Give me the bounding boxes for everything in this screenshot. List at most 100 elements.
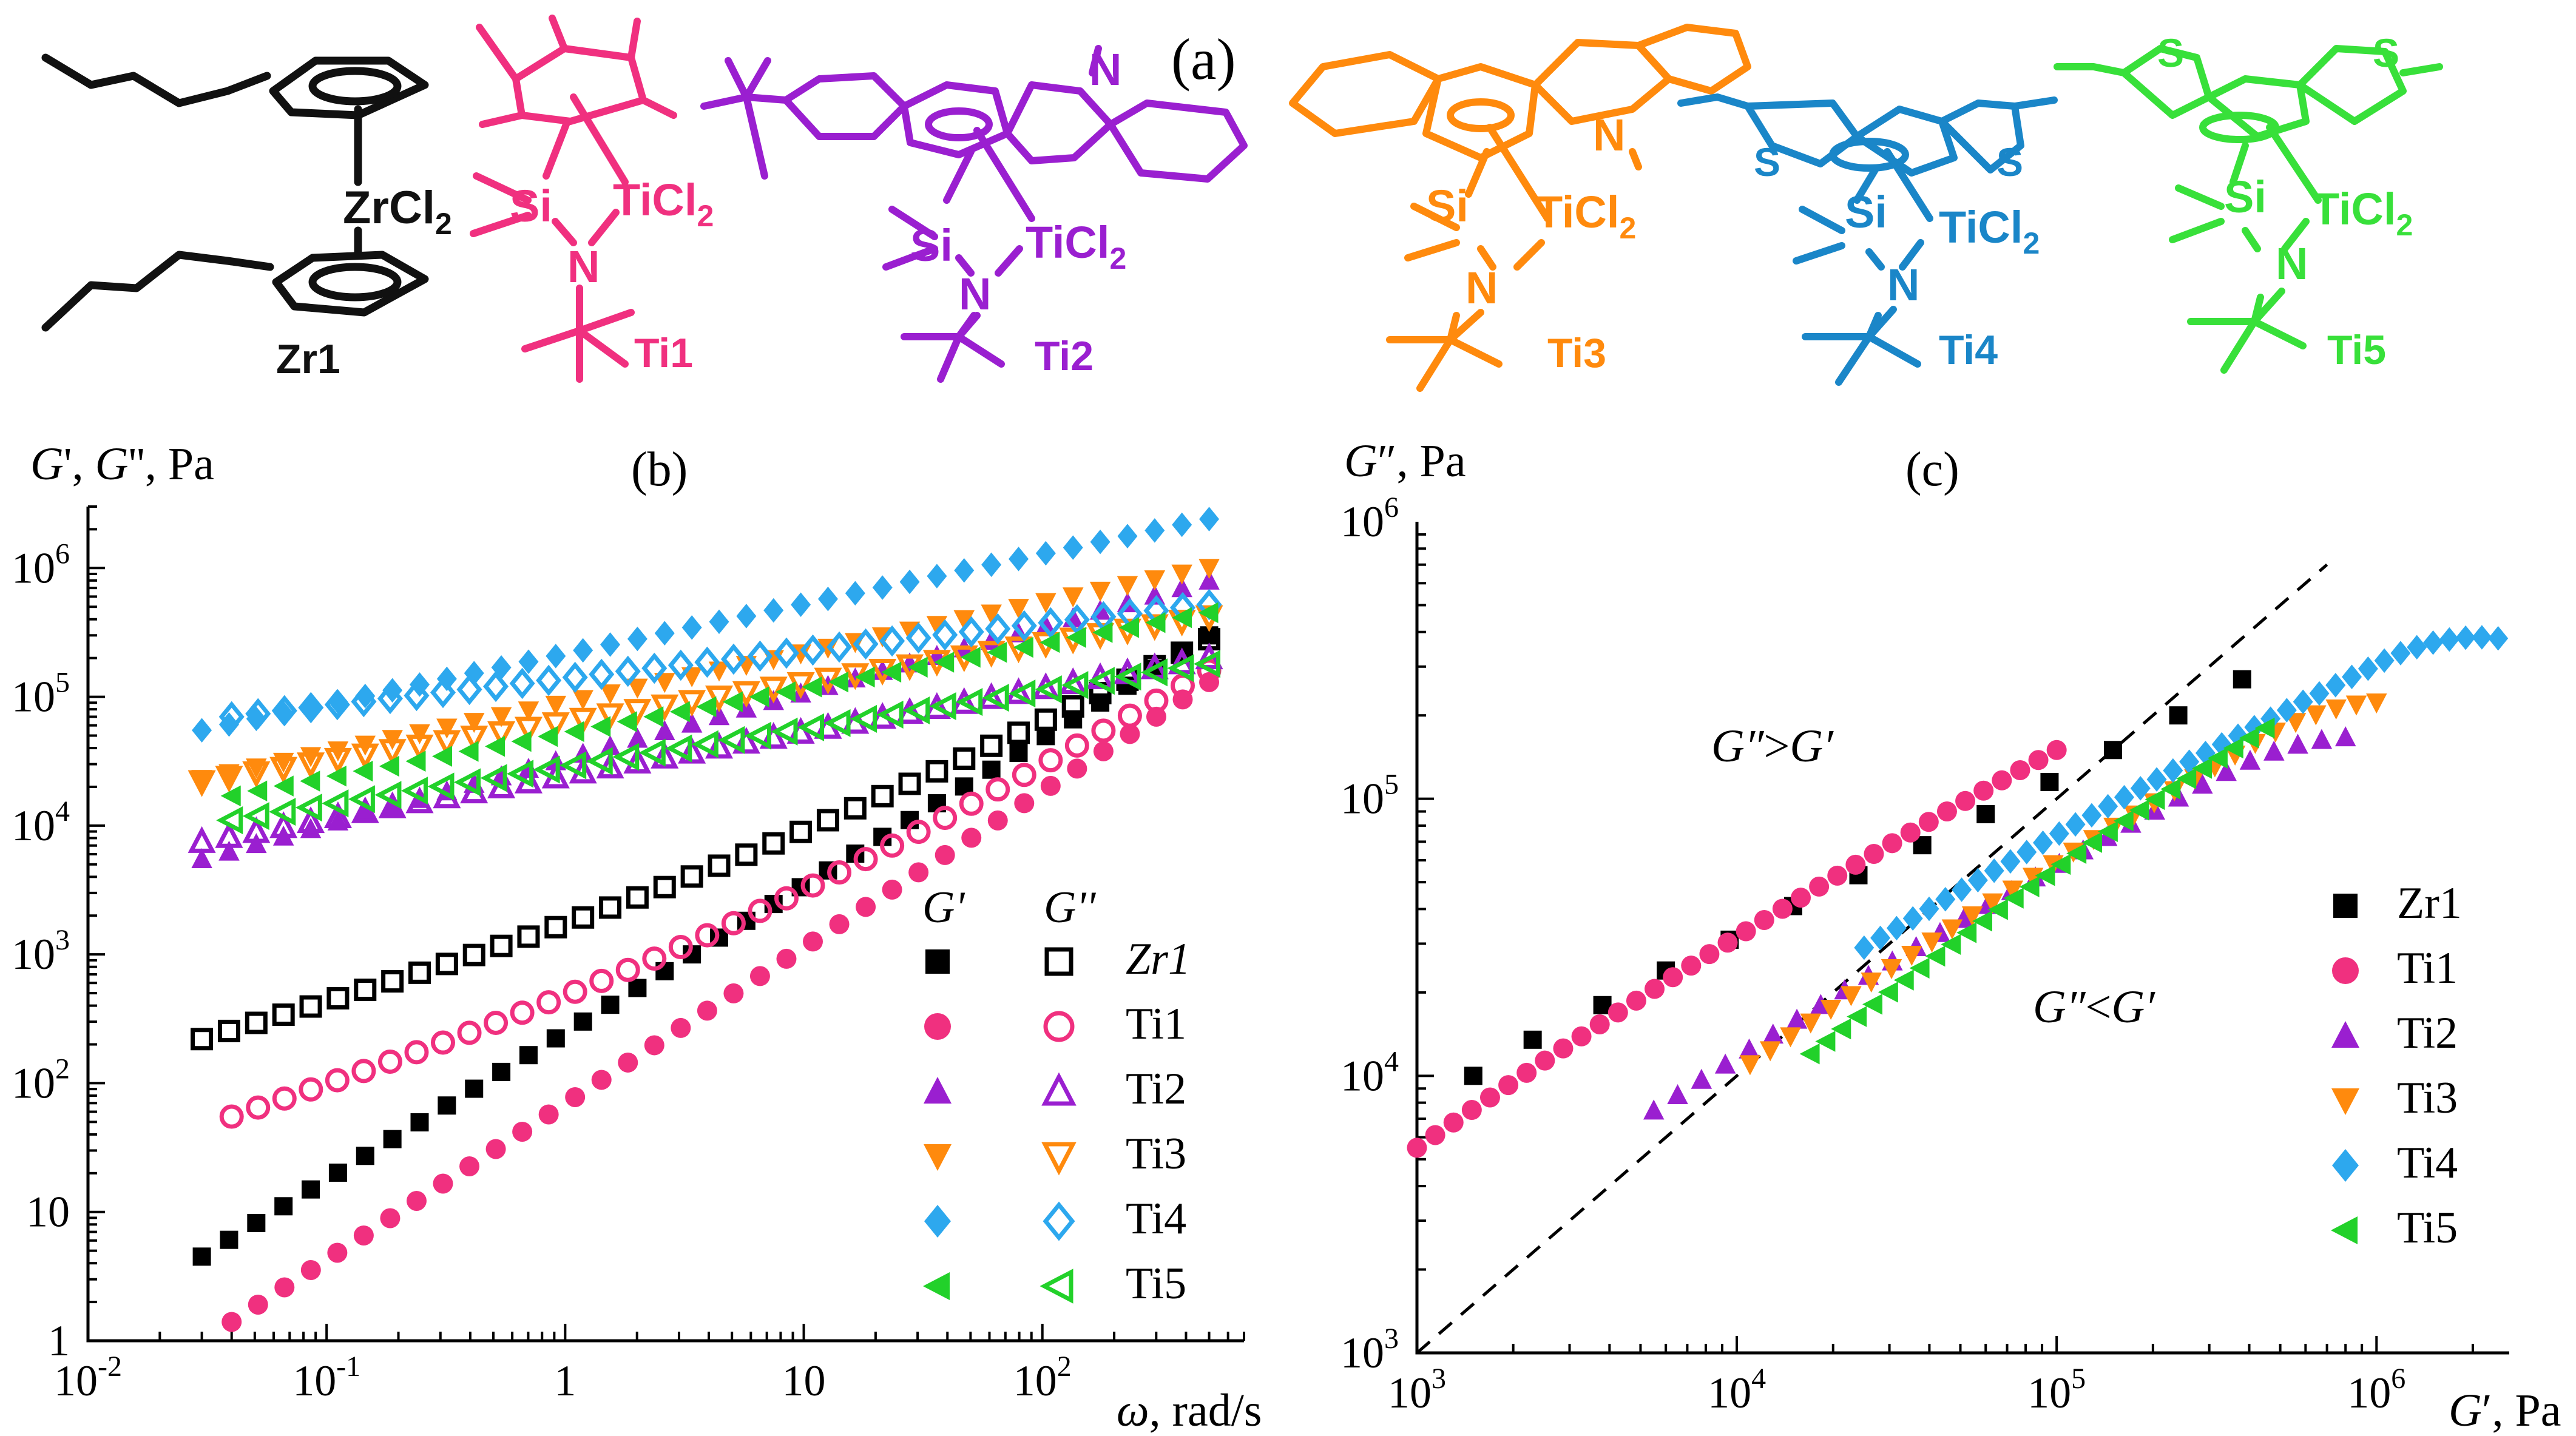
ti4-metal-label: TiCl2 [1939,202,2040,260]
legend-c-marker-ti1 [2332,957,2359,984]
ti5-s-left-label: S [2157,30,2184,75]
point-ti4-gp [845,581,865,606]
legend-b-marker-ti5-gpp [1040,1269,1073,1304]
point-ti1-gp [723,983,744,1003]
point-ti1-gpp [246,1095,271,1120]
point-ti1-gpp [1117,703,1142,728]
y-tick-label: 103 [1340,1323,1399,1377]
point-ti1-gpp [748,898,772,923]
point-ti4 [2049,821,2069,846]
point-zr1-gp [982,760,1001,779]
point-ti3-gp [600,684,621,705]
point-zr1 [1464,1067,1482,1085]
point-ti3-gp [409,724,430,744]
point-zr1-gp [247,1213,266,1232]
point-ti2-gpp [215,821,243,848]
point-ti5-gp [1118,617,1139,638]
point-ti2-gpp [351,796,379,823]
point-ti5-gpp [295,794,322,822]
chart-b-ylabel: G', G'', Pa [30,439,214,490]
point-ti4-gpp [404,679,430,712]
point-ti3-gpp [596,703,624,730]
x-tick-label: 10-1 [292,1350,360,1405]
point-zr1-gp [546,1029,565,1048]
point-zr1-gp [465,1079,484,1098]
point-ti5 [2145,789,2165,811]
point-zr1-gpp [572,906,595,929]
point-ti4 [2455,625,2476,650]
legend-b-marker-ti1-gp [924,1013,951,1040]
point-ti5-gpp [427,772,455,801]
point-ti5 [2019,876,2040,898]
legend-c-marker-ti4 [2332,1149,2359,1182]
point-ti2-gpp [269,811,298,838]
point-ti5-gp [987,641,1007,663]
point-zr1-gp [628,979,647,997]
point-ti3 [1961,906,1983,927]
point-ti2 [1667,1084,1688,1104]
point-ti5-gpp [982,684,1009,712]
legend-b-marker-ti2-gpp [1041,1072,1077,1106]
point-ti3 [1921,932,1942,953]
point-ti1 [1827,865,1848,886]
point-ti5-gpp [533,755,560,784]
legend-b-marker-zr1-gpp [1044,947,1073,976]
point-ti1-gpp [484,1010,509,1035]
point-ti3 [2002,880,2024,901]
point-ti5-gpp [480,764,507,792]
y-tick-label: 103 [12,924,70,979]
panel-b-chart: (b) G', G'', Pa ω, rad/s 10-2 10-1 1 10 1021… [12,439,1262,1436]
point-ti3-gpp [242,761,271,789]
point-ti3 [1800,1013,1822,1034]
point-ti3-gpp [487,721,516,748]
point-ti5-gp [1172,607,1192,629]
point-ti3-gpp [405,734,434,761]
point-ti1-gpp [880,833,905,858]
point-ti5-gpp [1035,675,1062,704]
point-ti4 [2309,681,2330,706]
point-ti2-gpp [188,826,216,853]
point-ti4 [2276,698,2297,723]
legend-b-label-ti4: Ti4 [1126,1194,1186,1244]
point-ti3-gpp [651,694,679,721]
point-ti1 [1571,1026,1592,1047]
point-ti3-gp [1035,593,1056,613]
point-ti1-gpp [351,1059,376,1084]
ti2-n-label: N [959,269,991,319]
x-tick-label: 103 [1388,1363,1446,1417]
chart-b-xlabel: ω, rad/s [1117,1385,1262,1436]
point-ti5 [1799,1043,1820,1065]
point-ti5 [2003,888,2024,909]
point-zr1-gpp [435,952,458,976]
point-ti1-gp [671,1017,691,1038]
point-zr1-gpp [1034,708,1057,731]
point-ti1-gpp [827,860,852,885]
point-ti5-gpp [718,726,745,754]
ti5-name-label: Ti5 [2327,327,2386,373]
point-ti5 [1941,934,1961,955]
point-ti1 [1443,1112,1464,1133]
point-zr1-gp [410,1113,429,1131]
point-ti3-gpp [514,716,543,744]
point-ti5 [2129,800,2149,821]
point-ti1 [1681,956,1702,976]
chart-c-points [1407,563,2509,1354]
point-ti3 [1941,919,1963,940]
point-ti1 [2028,750,2049,770]
zr1-metal-label: ZrCl2 [343,182,452,241]
legend-c-label-ti5: Ti5 [2397,1203,2458,1253]
point-ti4-gpp [932,619,958,651]
legend-c-label-ti3: Ti3 [2397,1073,2458,1123]
point-ti4-gpp [245,698,271,730]
point-ti1-gpp [457,1020,482,1045]
point-ti4-gp [791,592,811,617]
point-ti1 [1479,1087,1500,1108]
point-ti3-gp [1198,559,1220,579]
point-ti5 [2207,747,2228,769]
point-ti4 [2472,625,2492,650]
molecule-ti1 [470,15,677,383]
point-ti5-gp [722,691,743,713]
point-ti5-gp [775,681,796,703]
point-ti4 [1854,935,1875,960]
point-ti4 [2033,830,2054,855]
